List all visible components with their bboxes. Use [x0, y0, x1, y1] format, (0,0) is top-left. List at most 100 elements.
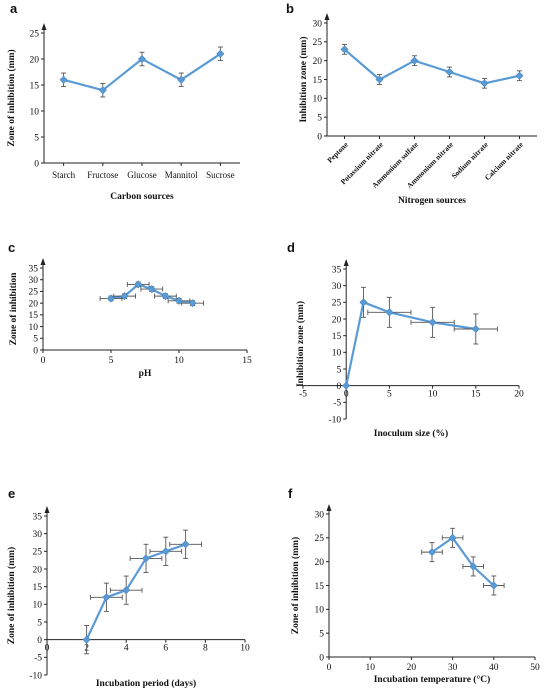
- y-tick-label-e: 5: [37, 618, 42, 628]
- y-tick-label-f: 20: [315, 558, 325, 568]
- y-axis-arrow-c: [40, 258, 46, 265]
- y-tick-label-f: 25: [315, 534, 325, 544]
- y-tick-label-a: 5: [34, 133, 39, 143]
- y-tick-label-e: -10: [29, 671, 42, 681]
- data-point-c: [106, 294, 116, 303]
- data-point-c: [120, 292, 129, 301]
- x-tick-label-d: 20: [514, 390, 524, 400]
- y-axis-title-d: Inhibition zone (mm): [295, 301, 306, 387]
- data-point-a: [216, 49, 225, 58]
- data-point-a: [98, 86, 107, 95]
- data-point-e: [102, 593, 111, 602]
- y-tick-label-a: 10: [30, 107, 40, 117]
- data-point-a: [177, 75, 186, 84]
- y-tick-label-a: 0: [34, 159, 39, 169]
- y-tick-label-a: 25: [30, 29, 40, 39]
- data-point-c: [188, 299, 197, 308]
- y-tick-label-d: -10: [329, 415, 342, 425]
- data-point-e: [122, 586, 131, 595]
- data-point-c: [134, 280, 143, 289]
- y-axis-title-e: Zone of inhibition (mm): [6, 547, 17, 644]
- x-tick-label-f: 50: [530, 663, 540, 673]
- y-tick-label-f: 30: [315, 510, 325, 520]
- x-category-label-a: Mannitol: [165, 170, 198, 180]
- chart-panel-e: e-10-5051015202530350246810Zone of inhib…: [6, 486, 250, 689]
- data-point-b: [515, 71, 524, 80]
- x-tick-label-c: 5: [109, 356, 114, 366]
- y-tick-label-a: 15: [30, 81, 40, 91]
- x-category-label-b: Peptone: [325, 140, 350, 165]
- panel-label-d: d: [287, 240, 295, 255]
- data-point-b: [410, 56, 419, 65]
- data-point-d: [428, 318, 437, 327]
- y-tick-label-e: 25: [33, 548, 43, 558]
- x-tick-label-d: 15: [471, 390, 481, 400]
- y-tick-label-d: 0: [336, 382, 341, 392]
- x-tick-label-f: 20: [407, 663, 417, 673]
- x-tick-label-e: 0: [45, 644, 50, 654]
- x-tick-label-c: 10: [174, 356, 184, 366]
- x-tick-label-d: 5: [387, 390, 392, 400]
- y-tick-label-f: 5: [319, 629, 324, 639]
- data-point-b: [375, 75, 384, 84]
- x-tick-label-e: 10: [240, 644, 250, 654]
- data-point-f: [448, 533, 457, 542]
- series-line-b: [343, 48, 520, 85]
- y-tick-label-d: 35: [332, 265, 342, 275]
- y-tick-label-b: 0: [317, 132, 322, 142]
- y-tick-label-e: -5: [34, 654, 42, 664]
- x-tick-label-f: 40: [489, 663, 499, 673]
- y-tick-label-c: 30: [29, 276, 39, 286]
- data-point-a: [59, 75, 68, 84]
- x-tick-label-e: 4: [124, 644, 129, 654]
- x-axis-title-c: pH: [139, 369, 152, 379]
- chart-panel-f: f 0 5 10 15 20 25 30 0 10 20 30 40 50 Zone of inhibiti…: [288, 486, 540, 685]
- y-tick-label-b: 10: [313, 95, 323, 105]
- y-tick-label-b: 15: [313, 76, 323, 86]
- data-point-e: [82, 635, 91, 644]
- data-point-b: [445, 67, 454, 76]
- y-axis-arrow-d: [343, 259, 349, 266]
- y-tick-label-f: 15: [315, 582, 325, 592]
- y-tick-label-e: 0: [37, 636, 42, 646]
- x-tick-label-f: 0: [327, 663, 332, 673]
- panel-label-e: e: [8, 486, 15, 501]
- data-point-d: [385, 308, 394, 317]
- y-tick-label-c: 0: [33, 346, 38, 356]
- y-tick-label-c: 20: [29, 299, 39, 309]
- x-axis-title-d: Inoculum size (%): [374, 428, 448, 439]
- y-axis-arrow-e: [44, 506, 50, 513]
- y-axis-arrow-f: [326, 504, 332, 511]
- y-axis-title-b: Inhibition zone (mm): [298, 36, 309, 122]
- y-tick-label-c: 25: [29, 288, 39, 298]
- data-point-c: [174, 296, 184, 305]
- x-axis-title-a: Carbon sources: [110, 192, 174, 202]
- y-tick-label-b: 20: [313, 57, 323, 67]
- y-tick-label-d: 5: [336, 365, 341, 375]
- data-point-f: [427, 548, 437, 557]
- x-axis-title-e: Incubation period (days): [96, 678, 196, 689]
- data-point-f: [489, 581, 498, 590]
- data-point-c: [161, 292, 170, 301]
- y-tick-label-d: 30: [332, 282, 342, 292]
- x-tick-label-c: 15: [242, 356, 252, 366]
- y-axis-title-a: Zone of inhibition (mm): [6, 49, 17, 146]
- y-axis-arrow-a: [41, 23, 47, 30]
- y-tick-label-c: 5: [33, 335, 38, 345]
- x-tick-label-c: 0: [41, 356, 46, 366]
- y-tick-label-a: 20: [30, 55, 40, 65]
- y-axis-arrow-b: [324, 13, 330, 20]
- x-category-label-a: Fructose: [87, 170, 118, 180]
- y-axis-title-f: Zone of inhibition (mm): [290, 537, 301, 634]
- y-tick-label-f: 0: [319, 653, 324, 663]
- x-category-label-a: Starch: [52, 170, 75, 180]
- data-point-e: [181, 540, 190, 549]
- x-tick-label-d: 10: [428, 390, 438, 400]
- y-tick-label-e: 30: [33, 530, 43, 540]
- y-axis-title-c: Zone of inhibition: [9, 272, 19, 346]
- panel-label-a: a: [10, 1, 18, 16]
- data-point-f: [469, 562, 478, 571]
- y-tick-label-d: 15: [332, 332, 342, 342]
- y-tick-label-e: 10: [33, 601, 43, 611]
